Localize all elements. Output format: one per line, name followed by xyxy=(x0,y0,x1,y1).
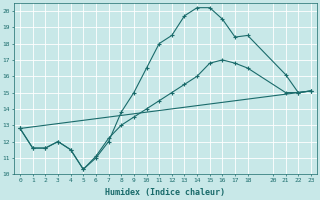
X-axis label: Humidex (Indice chaleur): Humidex (Indice chaleur) xyxy=(106,188,226,197)
